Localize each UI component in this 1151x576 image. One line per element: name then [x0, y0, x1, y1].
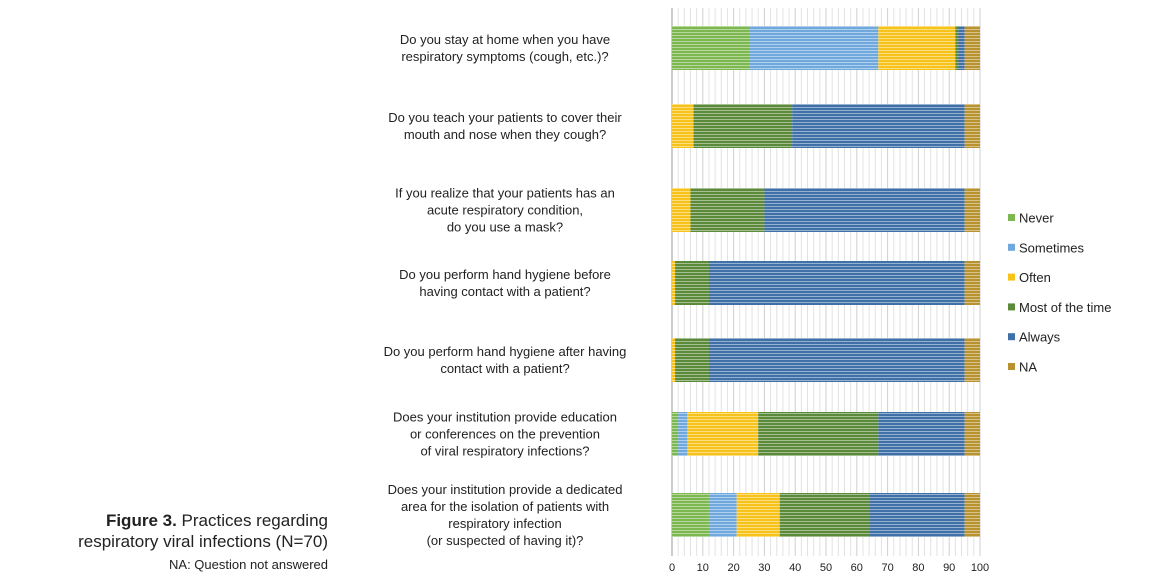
bar-texture	[672, 493, 709, 537]
bar-texture	[878, 412, 965, 456]
bar-texture	[675, 338, 709, 382]
bar-texture	[878, 26, 956, 70]
legend-label: NA	[1019, 360, 1037, 375]
bar-texture	[672, 261, 676, 305]
bar-texture	[675, 261, 709, 305]
x-tick-label: 0	[669, 562, 675, 574]
x-tick-label: 100	[971, 562, 989, 574]
bar-texture	[690, 188, 765, 232]
legend-label: Often	[1019, 270, 1051, 285]
legend-swatch	[1008, 303, 1015, 311]
legend-label: Most of the time	[1019, 300, 1111, 315]
bar-texture	[672, 412, 679, 456]
category-label: If you realize that your patients has an…	[395, 186, 615, 235]
x-tick-label: 40	[789, 562, 801, 574]
bar-texture	[955, 26, 959, 70]
legend-swatch	[1008, 363, 1015, 370]
bar-texture	[672, 26, 749, 70]
x-tick-label: 10	[697, 562, 709, 574]
category-label: Do you teach your patients to cover thei…	[388, 110, 622, 142]
category-label: Do you perform hand hygiene before having…	[399, 267, 611, 299]
legend-label: Always	[1019, 330, 1061, 345]
x-tick-label: 90	[943, 562, 955, 574]
bar-texture	[964, 261, 980, 305]
bar-texture	[964, 493, 980, 537]
caption: Figure 3.	[106, 511, 177, 530]
bar-texture	[964, 104, 980, 148]
bar-texture	[964, 412, 980, 456]
bar-texture	[869, 493, 965, 537]
bar-texture	[964, 188, 980, 232]
legend-label: Sometimes	[1019, 240, 1085, 255]
bar-texture	[958, 26, 965, 70]
bar-texture	[672, 188, 691, 232]
bar-texture	[779, 493, 870, 537]
x-tick-label: 60	[851, 562, 863, 574]
x-tick-label: 50	[820, 562, 832, 574]
x-tick-label: 70	[881, 562, 893, 574]
category-label: Does your institution provide education o…	[393, 410, 617, 459]
x-tick-label: 20	[727, 562, 739, 574]
bar-texture	[964, 338, 980, 382]
bar-texture	[708, 493, 737, 537]
caption-text: Practices regarding respiratory viral inf…	[78, 511, 328, 551]
bar-texture	[678, 412, 688, 456]
category-label: Does your institution provide a dedicate…	[388, 482, 623, 548]
legend-swatch	[1008, 273, 1015, 281]
category-label: Do you stay at home when you have respira…	[400, 32, 610, 64]
caption-label: Figure 3.	[106, 511, 177, 530]
category-label: Do you perform hand hygiene after having…	[384, 344, 627, 376]
bar-texture	[672, 338, 676, 382]
bar-texture	[792, 104, 965, 148]
x-tick-label: 30	[758, 562, 770, 574]
x-tick-label: 80	[912, 562, 924, 574]
legend-swatch	[1008, 214, 1015, 221]
bar-texture	[764, 188, 965, 232]
legend-swatch	[1008, 243, 1015, 251]
caption-note: NA: Question not answered	[169, 557, 328, 572]
bar-texture	[708, 261, 965, 305]
bar-texture	[693, 104, 793, 148]
bar-texture	[736, 493, 780, 537]
bar-texture	[749, 26, 879, 70]
legend-swatch	[1008, 333, 1015, 341]
bar-texture	[758, 412, 879, 456]
bar-texture	[964, 26, 980, 70]
bar-texture	[672, 104, 694, 148]
bar-texture	[708, 338, 965, 382]
legend-label: Never	[1019, 211, 1054, 226]
bar-texture	[687, 412, 759, 456]
